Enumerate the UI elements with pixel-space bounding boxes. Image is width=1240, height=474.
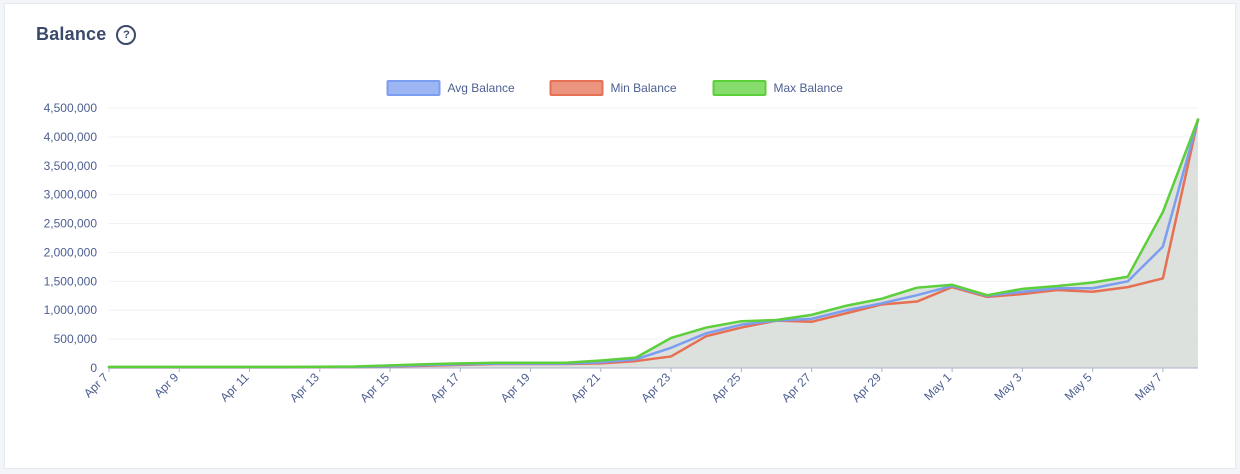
balance-area <box>109 119 1198 368</box>
legend-swatch[interactable] <box>712 80 767 96</box>
y-tick-label: 2,500,000 <box>44 217 98 231</box>
x-tick-label: Apr 7 <box>81 370 111 400</box>
y-tick-label: 1,500,000 <box>44 274 98 288</box>
y-tick-label: 1,000,000 <box>44 303 98 317</box>
y-tick-label: 3,000,000 <box>44 188 98 202</box>
x-tick-label: Apr 11 <box>217 370 252 405</box>
question-circle-icon[interactable]: ? <box>116 24 137 45</box>
x-tick-label: Apr 29 <box>849 370 884 405</box>
card-title: Balance <box>36 24 107 44</box>
x-tick-label: Apr 9 <box>151 370 181 400</box>
y-tick-label: 4,500,000 <box>44 101 98 115</box>
x-tick-label: May 1 <box>921 370 954 403</box>
y-tick-label: 500,000 <box>54 332 98 346</box>
legend-label[interactable]: Avg Balance <box>448 81 515 95</box>
legend-label[interactable]: Min Balance <box>611 81 677 95</box>
x-tick-label: Apr 21 <box>568 370 603 405</box>
x-tick-label: May 5 <box>1062 370 1095 403</box>
x-tick-label: May 3 <box>991 370 1024 403</box>
x-tick-label: Apr 19 <box>498 370 533 405</box>
x-tick-label: Apr 15 <box>357 370 392 405</box>
x-tick-label: Apr 23 <box>638 370 673 405</box>
series-line-max <box>107 118 1200 369</box>
y-tick-label: 3,500,000 <box>44 159 98 173</box>
balance-card: Balance ? <box>4 3 1236 469</box>
x-tick-label: Apr 13 <box>287 370 322 405</box>
legend-swatch[interactable] <box>386 80 441 96</box>
card-header: Balance ? <box>36 24 137 45</box>
x-tick-label: Apr 17 <box>428 370 463 405</box>
y-tick-label: 2,000,000 <box>44 245 98 259</box>
legend-swatch[interactable] <box>549 80 604 96</box>
y-tick-label: 0 <box>90 361 97 375</box>
x-tick-label: May 7 <box>1132 370 1165 403</box>
y-tick-label: 4,000,000 <box>44 130 98 144</box>
x-tick-label: Apr 27 <box>779 370 814 405</box>
legend-label[interactable]: Max Balance <box>774 81 844 95</box>
x-tick-label: Apr 25 <box>709 370 744 405</box>
